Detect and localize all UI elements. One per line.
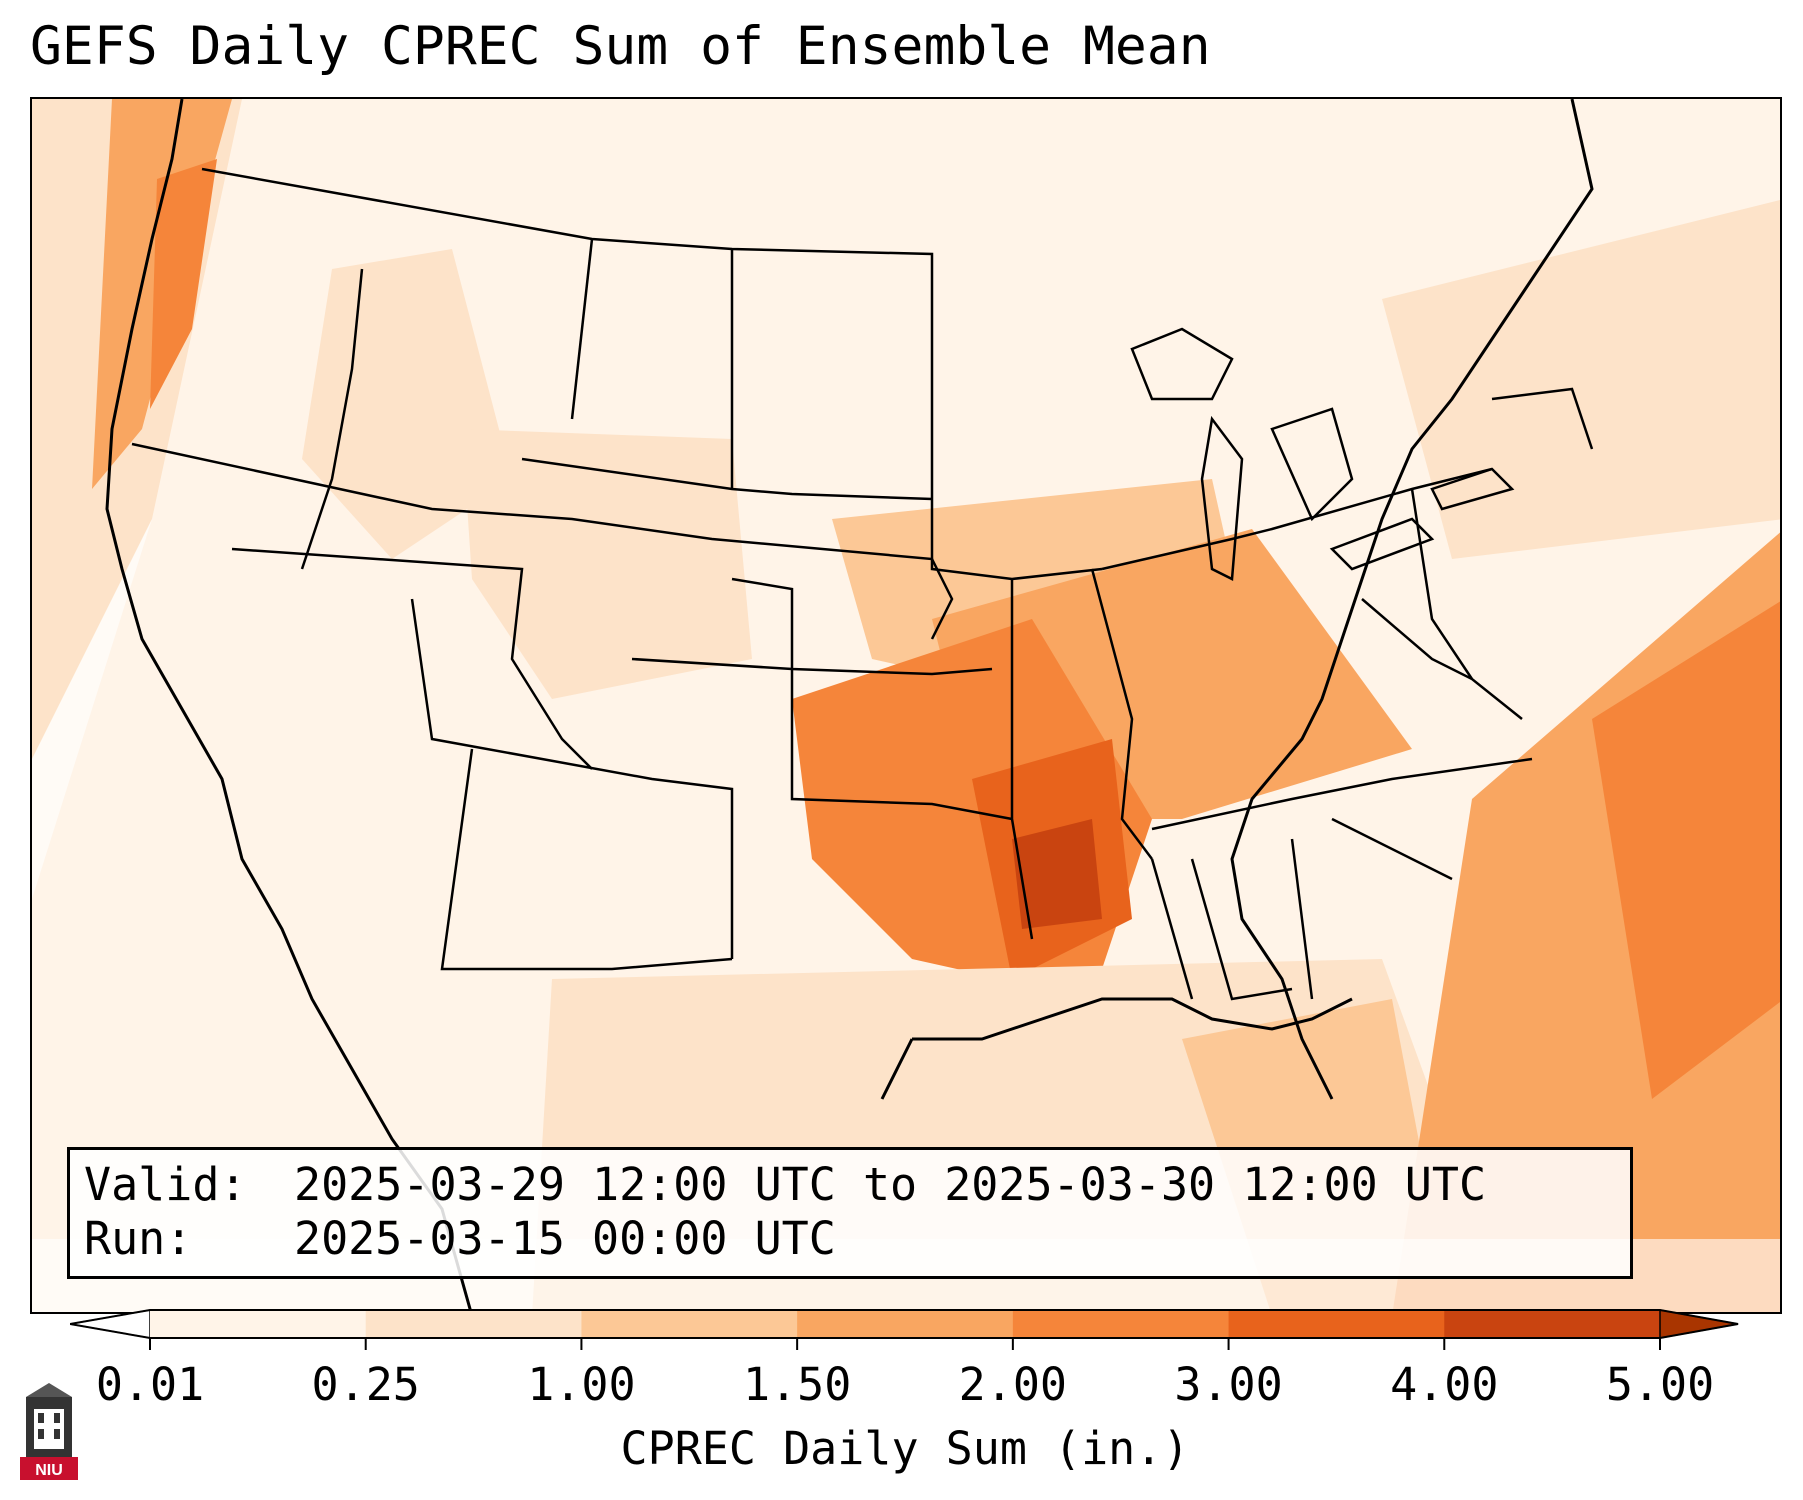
logo-text: NIU [35,1462,63,1479]
field-region-rockies [462,429,752,699]
colorbar-tick-label: 4.00 [1390,1358,1499,1411]
colorbar-segment [1228,1310,1445,1338]
colorbar-segment [797,1310,1014,1338]
coastlines [105,99,1594,1312]
field-region-intermountain [302,249,512,559]
valid-row: Valid: 2025-03-29 12:00 UTC to 2025-03-30… [84,1158,1630,1212]
colorbar-tick-label: 1.50 [742,1358,852,1411]
colorbar-under-arrow [70,1309,151,1339]
valid-run-info-box: Valid: 2025-03-29 12:00 UTC to 2025-03-30… [67,1147,1633,1279]
run-value: 2025-03-15 00:00 UTC [294,1212,836,1265]
university-tower-icon: NIU [20,1383,78,1480]
precip-map [30,97,1782,1314]
colorbar-tick-label: 1.00 [527,1358,636,1411]
map-canvas [32,99,1780,1312]
valid-label: Valid: [84,1158,247,1211]
colorbar-tick-label: 0.25 [311,1358,420,1411]
colorbar-tick-label: 2.00 [958,1358,1068,1411]
great-lakes [1130,327,1515,581]
colorbar-tick-label: 3.00 [1174,1358,1283,1411]
state-borders [131,167,1594,1001]
field-region-northeast [1382,199,1780,559]
map-title: GEFS Daily CPREC Sum of Ensemble Mean [30,16,1211,77]
field-region-pacific-northwest-core [150,159,217,409]
precip-field [32,99,1780,1312]
colorbar [70,1309,1739,1350]
field-region-atlantic-core [1592,601,1780,1099]
run-label: Run: [84,1212,193,1265]
colorbar-segment [1444,1310,1661,1338]
colorbar-tick-label: 0.01 [95,1358,205,1411]
colorbar-tick-label: 5.00 [1605,1358,1715,1411]
colorbar-segment [581,1310,798,1338]
run-row: Run: 2025-03-15 00:00 UTC [84,1212,1630,1266]
colorbar-segment [1012,1310,1230,1338]
colorbar-label: CPREC Daily Sum (in.) [620,1422,1190,1475]
field-region-arklatex-core [1012,819,1102,929]
colorbar-segment [365,1310,582,1338]
colorbar-segment [150,1310,367,1338]
valid-value: 2025-03-29 12:00 UTC to 2025-03-30 12:00… [294,1158,1487,1211]
colorbar-over-arrow [1659,1309,1739,1339]
